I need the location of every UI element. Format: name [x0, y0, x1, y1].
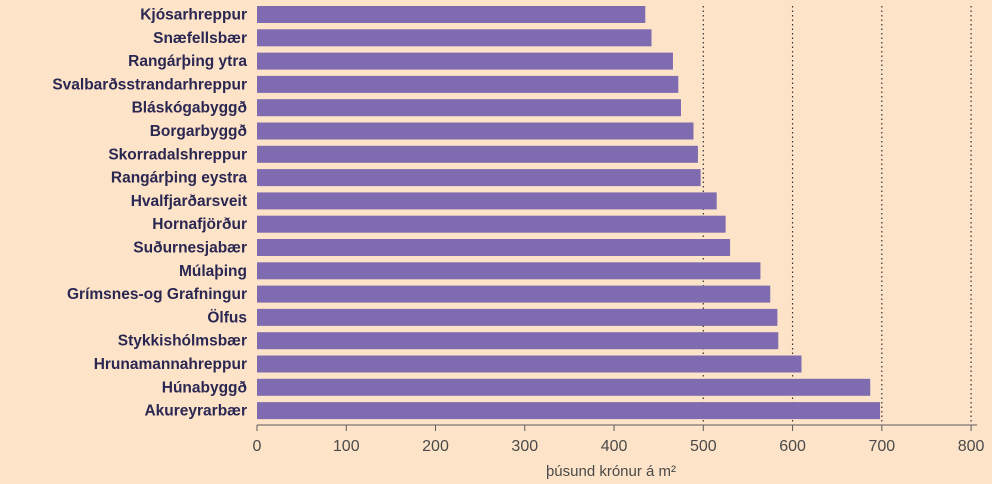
bars — [257, 6, 881, 420]
bar — [257, 6, 646, 23]
category-label: Svalbarðsstrandarhreppur — [52, 76, 247, 93]
category-label: Akureyrarbær — [144, 403, 247, 420]
x-axis: 0 100 200 300 400 500 600 700 800 — [253, 424, 985, 455]
category-label: Suðurnesjabær — [133, 240, 247, 257]
category-label: Grímsnes-og Grafningur — [67, 286, 247, 303]
x-tick-label: 200 — [422, 438, 449, 455]
category-label: Hrunamannahreppur — [94, 356, 247, 373]
x-tick-label: 500 — [690, 438, 717, 455]
x-tick-label: 0 — [253, 438, 262, 455]
category-label: Skorradalshreppur — [108, 146, 247, 163]
bar — [257, 402, 881, 420]
bar — [257, 239, 731, 256]
x-tick-label: 800 — [958, 438, 985, 455]
bar — [257, 332, 779, 350]
x-axis-title: þúsund krónur á m² — [546, 463, 676, 480]
category-label: Hvalfjarðarsveit — [131, 193, 247, 210]
bar — [257, 262, 761, 280]
x-tick-label: 700 — [868, 438, 895, 455]
category-label: Snæfellsbær — [153, 30, 247, 47]
category-label: Stykkishólmsbær — [118, 333, 247, 350]
bar — [257, 122, 694, 140]
bar — [257, 75, 679, 93]
x-tick-label: 300 — [511, 438, 538, 455]
category-label: Húnabyggð — [162, 379, 247, 396]
category-label: Múlaþing — [179, 263, 247, 280]
bar — [257, 169, 701, 187]
category-label: Rangárþing ytra — [128, 53, 247, 70]
category-label: Rangárþing eystra — [111, 170, 247, 187]
category-labels: Kjósarhreppur Snæfellsbær Rangárþing ytra S… — [52, 7, 247, 420]
category-label: Borgarbyggð — [150, 123, 247, 140]
category-label: Hornafjörður — [152, 216, 247, 233]
bar — [257, 192, 717, 210]
category-label: Kjósarhreppur — [140, 7, 247, 24]
category-label: Bláskógabyggð — [132, 100, 247, 117]
bar — [257, 145, 698, 163]
x-tick-label: 600 — [779, 438, 806, 455]
bar — [257, 355, 802, 373]
bar — [257, 285, 771, 303]
x-tick-label: 100 — [333, 438, 360, 455]
bar — [257, 52, 673, 70]
bar — [257, 29, 652, 47]
bar — [257, 215, 726, 233]
bar — [257, 308, 778, 326]
bar — [257, 378, 871, 396]
bar — [257, 99, 681, 117]
category-label: Ölfus — [207, 309, 247, 326]
x-tick-label: 400 — [601, 438, 628, 455]
